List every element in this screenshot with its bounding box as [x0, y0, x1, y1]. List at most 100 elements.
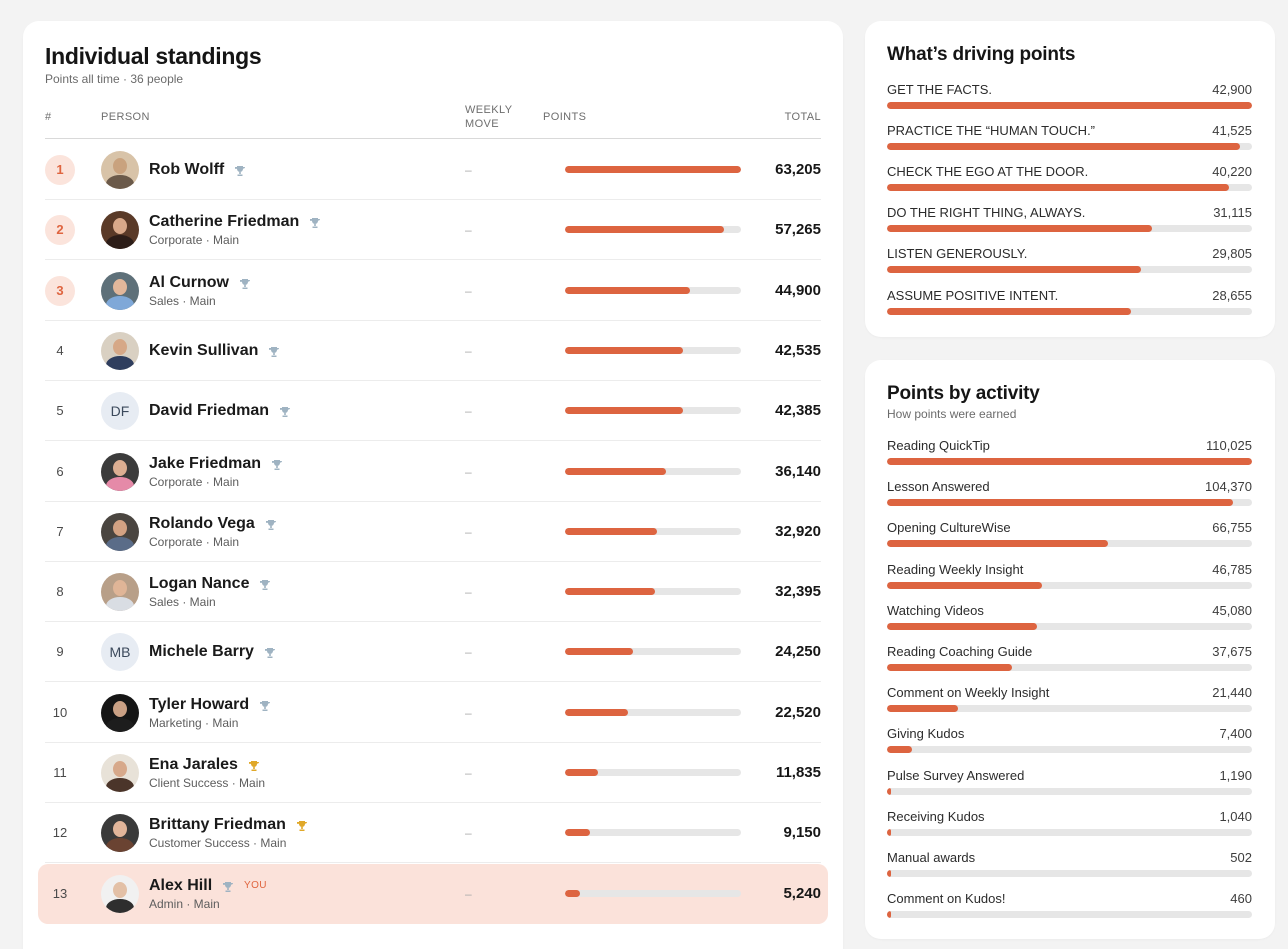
total-points: 22,520: [775, 703, 821, 721]
weekly-move-value: –: [465, 223, 472, 238]
points-bar-track: [565, 829, 741, 837]
activity-value: 21,440: [1212, 685, 1252, 701]
standings-row[interactable]: 9 MB Michele Barry – 24,250: [45, 622, 821, 683]
activity-value: 45,080: [1212, 602, 1252, 618]
value-driver-label: PRACTICE THE “HUMAN TOUCH.”: [887, 123, 1096, 139]
value-driver-bar-track: [887, 307, 1252, 315]
avatar[interactable]: [101, 754, 139, 792]
driving-points-card: What’s driving points GET THE FACTS. 42,9…: [865, 21, 1275, 337]
standings-row[interactable]: 8 Logan Nance Sales · Main – 32,395: [45, 562, 821, 623]
activity-value: 37,675: [1212, 644, 1252, 659]
person-name[interactable]: Ena Jarales: [149, 756, 238, 773]
points-bar-track: [565, 226, 741, 234]
col-total-header[interactable]: TOTAL: [784, 111, 821, 123]
standings-row[interactable]: 6 Jake Friedman Corporate · Main – 36,140: [45, 442, 821, 502]
activity-bar-fill: [887, 787, 891, 795]
value-driver-value: 31,115: [1213, 205, 1252, 221]
standings-row[interactable]: 7 Rolando Vega Corporate · Main – 32,920: [45, 502, 821, 562]
activity-bar-fill: [887, 540, 1109, 548]
avatar[interactable]: [101, 331, 139, 370]
row-divider: [45, 862, 821, 864]
avatar[interactable]: [101, 814, 139, 853]
person-name[interactable]: Al Curnow: [149, 273, 229, 291]
avatar[interactable]: DF: [101, 392, 139, 431]
person-team: Customer Success · Main: [149, 836, 287, 851]
avatar[interactable]: [101, 271, 139, 310]
person-name[interactable]: David Friedman: [149, 402, 270, 420]
weekly-move-value: –: [465, 404, 472, 419]
activity-value: 110,025: [1205, 438, 1252, 453]
standings-row[interactable]: 2 Catherine Friedman Corporate · Main – 57,2…: [45, 200, 821, 261]
activity-row: Lesson Answered 104,370: [887, 479, 1252, 509]
activity-label: Manual awards: [887, 850, 976, 865]
row-divider: [45, 500, 821, 502]
avatar[interactable]: [101, 512, 139, 551]
avatar[interactable]: [101, 452, 139, 491]
points-bar-fill: [565, 286, 691, 294]
person-name[interactable]: Rolando Vega: [149, 514, 255, 532]
weekly-move-value: –: [465, 163, 472, 177]
standings-row[interactable]: 5 DF David Friedman – 42,385: [45, 381, 821, 442]
points-bar-track: [565, 166, 741, 173]
standings-row[interactable]: 3 Al Curnow Sales · Main – 44,900: [45, 261, 821, 321]
row-divider: [45, 560, 821, 562]
points-bar-fill: [565, 648, 633, 656]
weekly-move-value: –: [465, 766, 472, 780]
value-driver-row: GET THE FACTS. 42,900: [887, 82, 1252, 112]
activity-value: 460: [1230, 891, 1252, 907]
trophy-icon: [234, 164, 246, 176]
avatar-photo-body: [106, 898, 134, 913]
activity-bar-track: [887, 911, 1252, 919]
activity-label: Reading Weekly Insight: [887, 561, 1024, 577]
total-points: 63,205: [775, 161, 821, 178]
avatar[interactable]: MB: [101, 633, 139, 672]
standings-row[interactable]: 4 Kevin Sullivan – 42,535: [45, 321, 821, 381]
activity-row: Watching Videos 45,080: [887, 603, 1252, 633]
trophy-icon: [264, 646, 276, 659]
person-name[interactable]: Michele Barry: [149, 643, 254, 661]
avatar-photo-head: [113, 761, 127, 777]
col-person-header[interactable]: PERSON: [101, 111, 150, 123]
rank-number: 8: [56, 584, 64, 600]
rank-medal-badge: 1: [45, 155, 75, 185]
avatar-photo-body: [106, 175, 134, 189]
trophy-icon: [296, 819, 308, 832]
activity-value: 502: [1230, 850, 1252, 865]
person-name[interactable]: Tyler Howard: [149, 695, 250, 713]
standings-row[interactable]: 11 Ena Jarales Client Success · Main – 11,83…: [45, 743, 821, 803]
avatar[interactable]: [101, 211, 139, 250]
standings-row[interactable]: 1 Rob Wolff – 63,205: [45, 140, 821, 200]
person-name[interactable]: Brittany Friedman: [149, 816, 286, 834]
avatar-photo-body: [106, 536, 134, 551]
col-move-header[interactable]: WEEKLY MOVE: [465, 103, 512, 131]
avatar[interactable]: [101, 573, 139, 612]
person-name[interactable]: Jake Friedman: [149, 454, 262, 472]
trophy-icon: [239, 277, 251, 289]
standings-row[interactable]: 10 Tyler Howard Marketing · Main – 22,520: [45, 683, 821, 743]
person-name[interactable]: Kevin Sullivan: [149, 341, 259, 359]
weekly-move-value: –: [465, 283, 472, 298]
rank-number: 13: [52, 885, 68, 901]
activity-value: 104,370: [1205, 479, 1252, 495]
col-points-header[interactable]: POINTS: [543, 111, 587, 123]
avatar-initials: MB: [109, 644, 131, 661]
activity-value: 1,190: [1219, 767, 1252, 783]
person-name[interactable]: Logan Nance: [149, 575, 250, 593]
value-driver-bar-fill: [887, 225, 1152, 233]
row-divider: [45, 741, 821, 743]
person-name[interactable]: Catherine Friedman: [149, 213, 300, 231]
avatar[interactable]: [101, 693, 139, 732]
individual-standings-card: Individual standings Points all time · 3…: [23, 21, 843, 949]
standings-row[interactable]: 12 Brittany Friedman Customer Success · Ma…: [45, 803, 821, 864]
value-driver-bar-track: [887, 266, 1252, 274]
avatar[interactable]: [101, 874, 139, 913]
weekly-move-value: –: [465, 886, 472, 901]
person-name[interactable]: Alex Hill: [149, 876, 213, 894]
activity-bar-track: [887, 458, 1252, 465]
avatar-photo-head: [113, 158, 127, 174]
activity-label: Opening CultureWise: [887, 520, 1011, 536]
avatar[interactable]: [101, 151, 139, 189]
person-name[interactable]: Rob Wolff: [149, 161, 225, 178]
standings-row[interactable]: 13 Alex Hill Admin · Main YOU – 5,240: [38, 863, 828, 924]
total-points: 11,835: [775, 764, 821, 781]
